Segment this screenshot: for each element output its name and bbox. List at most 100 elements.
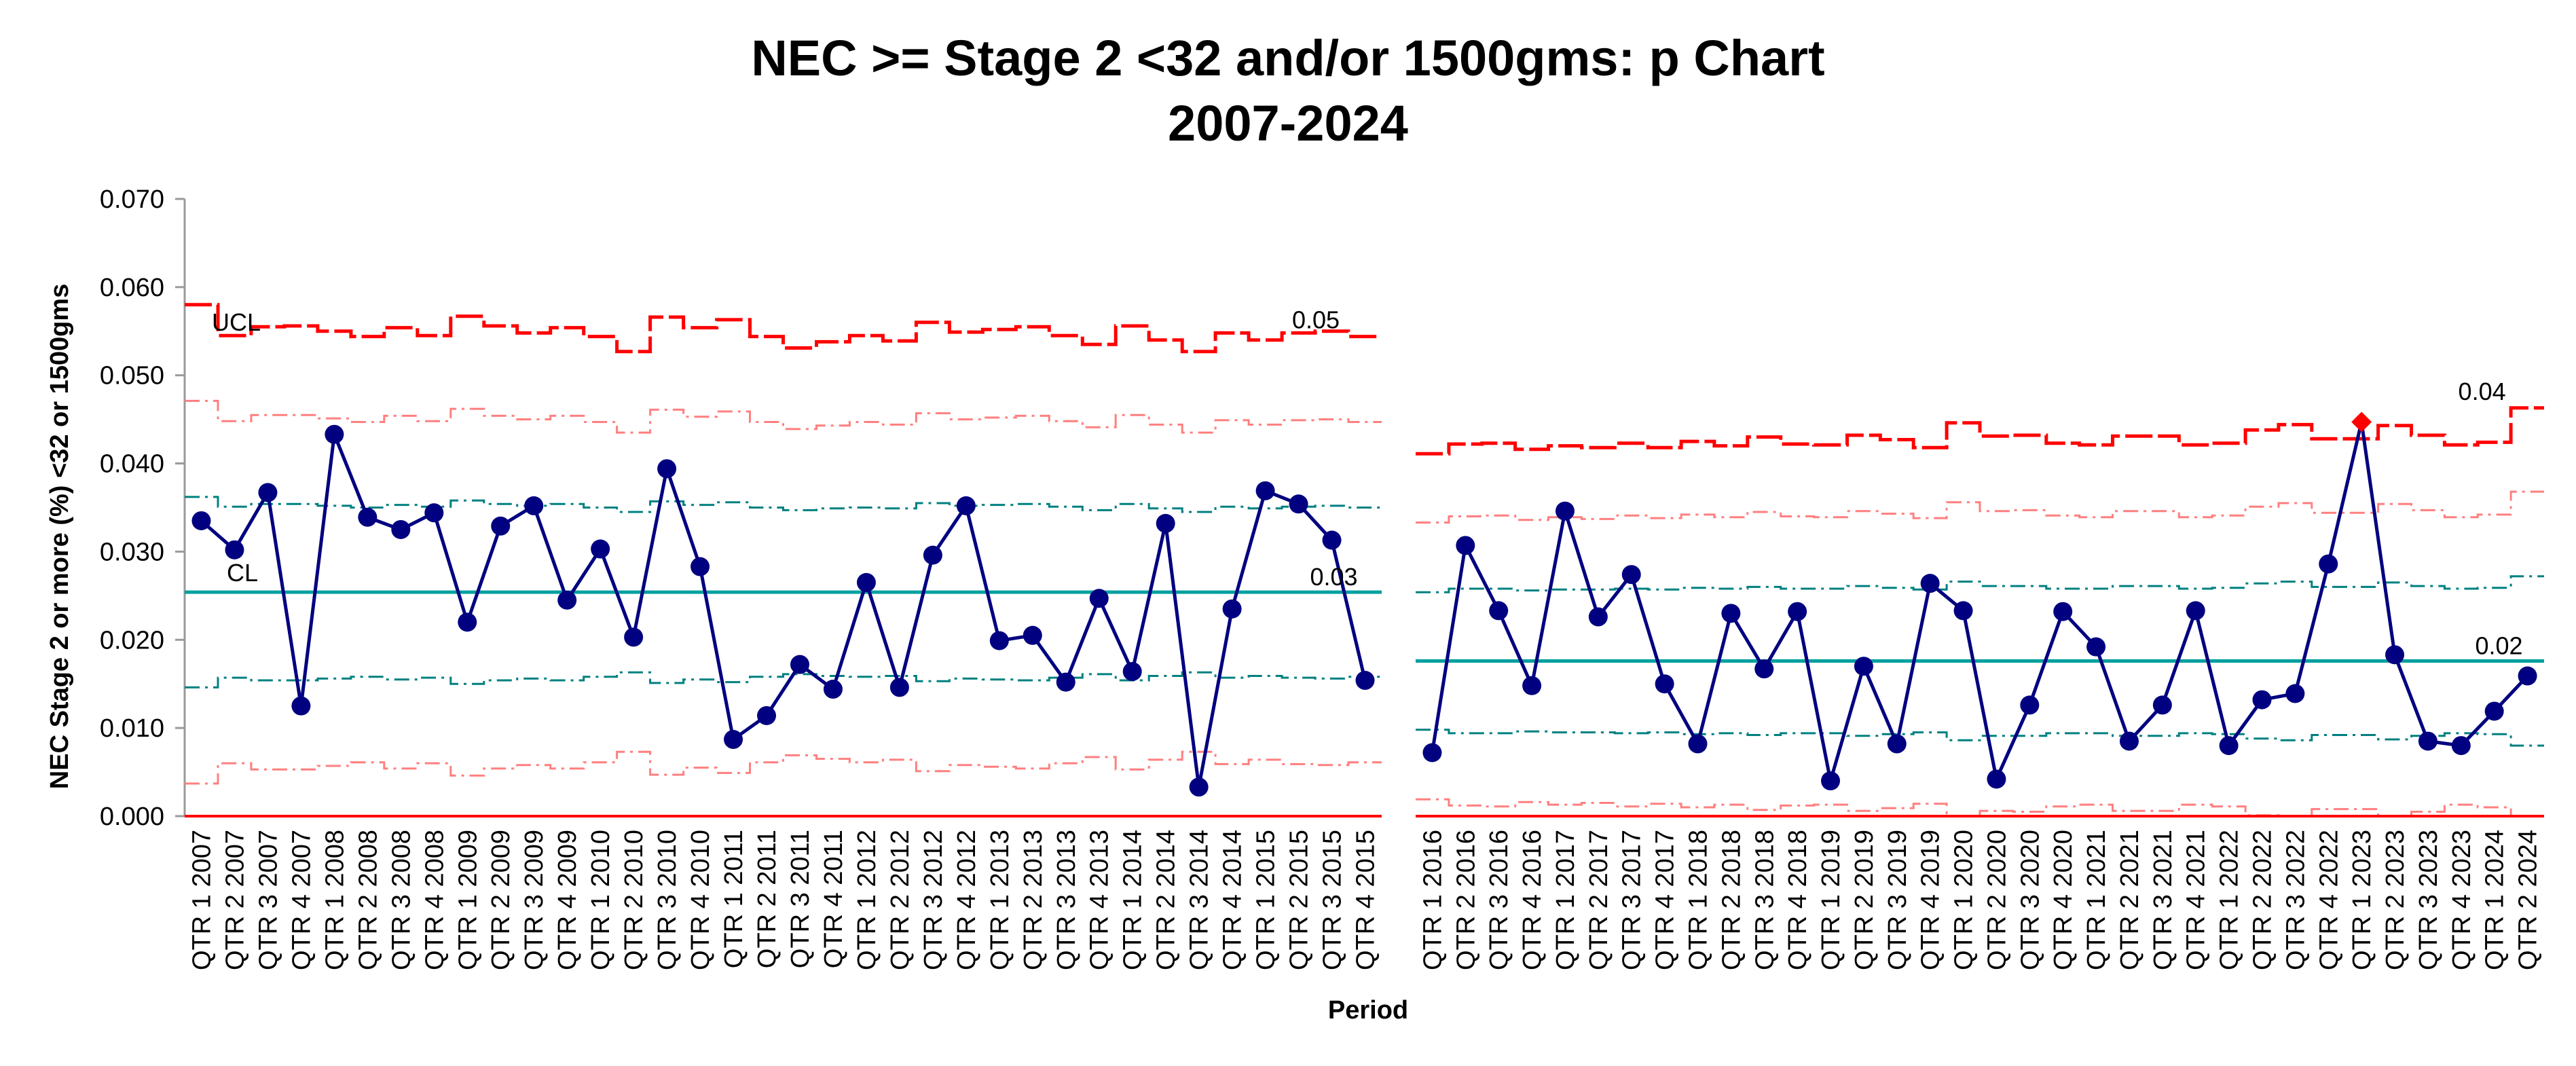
data-point [1456, 536, 1475, 555]
x-tick-label: QTR 1 2019 [1817, 830, 1845, 970]
x-tick-label: QTR 4 2009 [553, 830, 582, 970]
data-line-right [1430, 421, 2529, 785]
x-tick-label: QTR 3 2012 [919, 830, 948, 970]
x-tick-label: QTR 3 2022 [2281, 830, 2310, 970]
x-tick-label: QTR 1 2023 [2348, 830, 2376, 970]
x-tick-label: QTR 1 2022 [2215, 830, 2244, 970]
x-tick-label: QTR 1 2009 [454, 830, 482, 970]
data-point [2152, 695, 2172, 715]
x-tick-label: QTR 1 2024 [2481, 830, 2509, 970]
x-tick-label: QTR 3 2018 [1750, 830, 1779, 970]
data-point [757, 705, 777, 725]
data-point [225, 540, 244, 559]
data-point [624, 627, 644, 647]
data-point [1788, 602, 1807, 621]
ucl-tag: UCL [212, 308, 261, 336]
data-point [191, 511, 211, 530]
data-point [557, 590, 577, 610]
data-point [1953, 601, 1973, 621]
x-tick-label: QTR 2 2011 [753, 830, 781, 968]
data-point [1821, 771, 1841, 791]
x-tick-label: QTR 1 2016 [1418, 830, 1447, 970]
data-point [2518, 666, 2537, 686]
data-point [1754, 659, 1774, 679]
x-tick-label: QTR 1 2015 [1252, 830, 1281, 970]
data-point [524, 496, 544, 515]
data-point [2484, 701, 2504, 721]
x-tick-label: QTR 2 2017 [1585, 830, 1613, 970]
lower-2sigma-line-left [185, 750, 1382, 785]
x-tick-label: QTR 2 2019 [1850, 830, 1879, 970]
data-point [823, 680, 843, 699]
x-tick-label: QTR 1 2010 [587, 830, 615, 970]
control-limit-lines [185, 303, 2544, 817]
x-tick-label: QTR 2 2012 [886, 830, 915, 970]
x-tick-label: QTR 3 2020 [2016, 830, 2044, 970]
lower-1sigma-line-left [185, 671, 1382, 688]
x-tick-label: QTR 4 2022 [2315, 830, 2343, 970]
data-point [458, 612, 477, 632]
data-series [191, 411, 2537, 797]
x-tick-label: QTR 2 2020 [1983, 830, 2011, 970]
y-tick-label: 0.050 [100, 362, 164, 390]
y-tick-label: 0.010 [100, 714, 164, 743]
x-tick-label: QTR 3 2021 [2149, 830, 2177, 970]
chart-subtitle: 2007-2024 [1168, 95, 1408, 151]
data-point [2053, 602, 2073, 621]
data-point [1222, 599, 1242, 619]
y-tick-label: 0.020 [100, 626, 164, 655]
data-point [1422, 743, 1442, 762]
x-tick-label: QTR 3 2007 [254, 830, 282, 970]
x-tick-label: QTR 4 2007 [287, 830, 316, 970]
x-tick-label: QTR 3 2014 [1185, 830, 1214, 970]
data-point [1289, 494, 1308, 514]
x-tick-label: QTR 4 2018 [1784, 830, 1812, 970]
y-tick-label: 0.040 [100, 450, 164, 479]
x-tick-label: QTR 3 2009 [520, 830, 549, 970]
x-tick-label: QTR 2 2023 [2381, 830, 2410, 970]
x-axis-title: Period [1328, 996, 1408, 1025]
x-tick-label: QTR 4 2012 [953, 830, 981, 970]
x-tick-label: QTR 3 2016 [1485, 830, 1513, 970]
data-point [2252, 690, 2272, 710]
x-tick-label: QTR 2 2015 [1285, 830, 1314, 970]
data-point [1255, 481, 1275, 500]
data-point [790, 655, 809, 674]
data-point [1721, 604, 1741, 623]
x-tick-label: QTR 4 2013 [1086, 830, 1114, 970]
data-point [1355, 671, 1375, 691]
x-tick-label: QTR 3 2015 [1319, 830, 1347, 970]
x-tick-label: QTR 4 2021 [2182, 830, 2211, 970]
data-point [2186, 601, 2205, 621]
x-tick-label: QTR 1 2011 [720, 830, 748, 968]
chart-title: NEC >= Stage 2 <32 and/or 1500gms: p Cha… [751, 30, 1825, 86]
data-point [856, 572, 876, 592]
x-tick-label: QTR 3 2010 [653, 830, 682, 970]
data-point [1854, 657, 1873, 676]
data-point [691, 557, 710, 576]
x-tick-label: QTR 1 2007 [188, 830, 217, 970]
lower-2sigma-line-right [1416, 798, 2544, 817]
x-tick-label: QTR 3 2008 [387, 830, 416, 970]
x-axis: QTR 1 2007 QTR 2 2007 QTR 3 2007 QTR 4 2007… [185, 815, 2544, 970]
data-point [358, 507, 378, 527]
data-line-left [200, 433, 1367, 788]
x-tick-label: QTR 3 2011 [786, 830, 815, 968]
x-tick-label: QTR 4 2011 [820, 830, 848, 968]
chart-title-block: NEC >= Stage 2 <32 and/or 1500gms: p Cha… [0, 26, 2576, 156]
ucl-value-label-left: 0.05 [1292, 306, 1340, 334]
data-point [591, 539, 610, 559]
x-tick-label: QTR 4 2019 [1917, 830, 1945, 970]
data-point [1688, 734, 1708, 754]
ucl-line-left [185, 303, 1382, 354]
data-point [325, 424, 344, 444]
data-point [1621, 565, 1641, 585]
y-tick-label: 0.060 [100, 274, 164, 302]
x-tick-label: QTR 2 2021 [2116, 830, 2144, 970]
data-point [1156, 513, 1175, 533]
data-point [1588, 607, 1608, 627]
data-point [2020, 695, 2040, 715]
x-tick-label: QTR 2 2009 [487, 830, 515, 970]
data-point [2418, 731, 2437, 751]
data-point [2119, 731, 2139, 751]
